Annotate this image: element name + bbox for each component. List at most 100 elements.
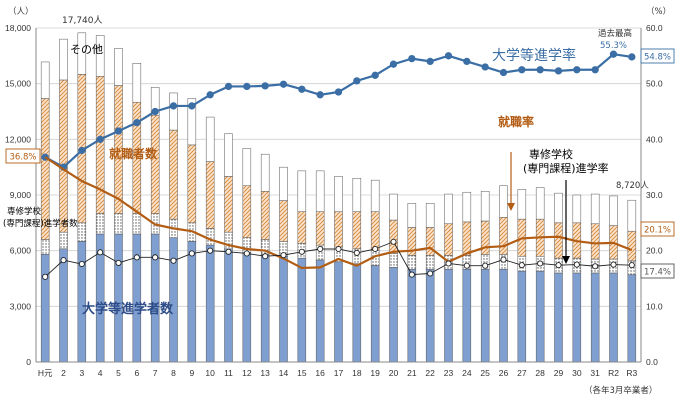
bar-white	[334, 176, 343, 212]
bar-white	[627, 199, 637, 232]
line-point-2	[78, 260, 85, 268]
bar-white	[462, 191, 472, 223]
line-point-0	[334, 88, 343, 96]
x-tick-label: 12	[242, 368, 252, 378]
line-point-0	[536, 66, 544, 74]
right-tick-label: 20.0	[646, 246, 663, 256]
line-point-0	[353, 77, 361, 85]
line-point-2	[60, 257, 67, 264]
x-tick-label: 23	[444, 368, 454, 378]
bar-blue	[242, 252, 252, 363]
line-point-2	[427, 270, 434, 277]
right-tick-label: 10.0	[646, 301, 663, 311]
bar-blue	[205, 244, 215, 363]
bar-white	[609, 195, 618, 226]
bar-blue	[279, 255, 288, 363]
bar-hatch	[554, 222, 563, 259]
line-point-0	[481, 63, 489, 71]
x-tick-label: 28	[535, 368, 545, 378]
line-point-0	[518, 66, 526, 74]
bar-blue	[572, 272, 582, 363]
value-voc-rate: 17.4%	[644, 268, 671, 278]
x-tick-label: 9	[189, 368, 194, 378]
bar-blue	[315, 259, 325, 363]
x-tick-label: 30	[572, 368, 582, 378]
bar-blue	[462, 268, 472, 363]
x-tick-label: 22	[425, 368, 435, 378]
x-tick-label: 16	[315, 368, 325, 378]
x-tick-label: 5	[116, 368, 121, 378]
bar-white	[114, 48, 123, 86]
line-series-1	[44, 156, 633, 270]
bar-blue	[169, 237, 178, 363]
bar-blue	[150, 233, 160, 363]
bar-white	[150, 87, 160, 116]
line-point-0	[499, 68, 508, 77]
emp-count-label: 就職者数	[109, 146, 158, 161]
bar-dots	[77, 222, 87, 242]
bar-white	[315, 170, 325, 212]
record-label-1: 過去最高	[598, 28, 632, 39]
bar-hatch	[370, 211, 380, 251]
bar-blue	[334, 261, 343, 363]
x-tick-label: 7	[153, 368, 158, 378]
bar-white	[389, 193, 398, 221]
bar-dots	[132, 213, 142, 235]
value-emp-rate: 20.1%	[644, 226, 671, 236]
line-point-0	[628, 53, 636, 61]
line-point-2	[408, 271, 415, 278]
line-point-2	[353, 249, 360, 256]
x-tick-label: 25	[480, 368, 490, 378]
left-tick-label: 0	[26, 357, 31, 367]
x-tick-label: 13	[260, 368, 270, 378]
line-point-2	[225, 248, 232, 255]
voc-rate-label-1: 専修学校	[529, 147, 573, 161]
value-univ-rate-box	[640, 48, 675, 64]
line-point-0	[463, 57, 471, 66]
left-tick-label: 3,000	[10, 301, 32, 311]
voc-rate-arrowhead	[562, 256, 570, 264]
footnote: （各年3月卒業者）	[584, 385, 657, 396]
x-tick-label: 20	[389, 368, 399, 378]
bar-white	[590, 193, 600, 225]
bar-hatch	[279, 200, 288, 242]
right-tick-label: 0.0	[646, 357, 658, 367]
bar-white	[59, 38, 68, 81]
x-tick-label: 4	[98, 368, 103, 378]
bar-white	[499, 185, 508, 218]
bar-blue	[260, 254, 270, 363]
value-emp-rate-box	[640, 221, 675, 237]
bar-dots	[114, 213, 123, 235]
bar-white	[352, 178, 362, 212]
bar-white	[572, 194, 582, 224]
line-point-0	[591, 66, 599, 74]
bar-dots	[389, 253, 398, 268]
line-point-0	[188, 102, 196, 110]
bar-blue	[40, 254, 50, 363]
bar-blue	[590, 272, 600, 363]
x-tick-label: 11	[224, 368, 233, 378]
bar-dots	[407, 255, 417, 270]
bar-white	[224, 133, 233, 177]
bar-hatch	[150, 114, 160, 214]
voc-rate-label-2: (専門課程)進学率	[523, 161, 609, 175]
univ-count-label: 大学等進学者数	[82, 301, 174, 317]
x-tick-label: 14	[279, 368, 289, 378]
line-point-2	[188, 250, 195, 257]
x-tick-label: 17	[334, 368, 344, 378]
voc-count-label-1: 専修学校	[7, 206, 42, 217]
line-point-2	[372, 245, 379, 253]
bar-hatch	[590, 223, 600, 260]
bar-hatch	[444, 223, 453, 256]
line-point-2	[335, 245, 342, 253]
x-tick-label: 26	[499, 368, 509, 378]
x-tick-label: 18	[352, 368, 362, 378]
left-tick-label: 15,000	[5, 79, 31, 89]
line-point-0	[169, 102, 178, 110]
line-point-2	[298, 248, 305, 255]
bar-white	[205, 116, 215, 162]
axes: 0 3,000 6,000 9,000 12,000 15,000 18,000 0.0 10.…	[5, 6, 671, 378]
bar-blue	[132, 233, 142, 363]
line-point-2	[115, 259, 122, 266]
